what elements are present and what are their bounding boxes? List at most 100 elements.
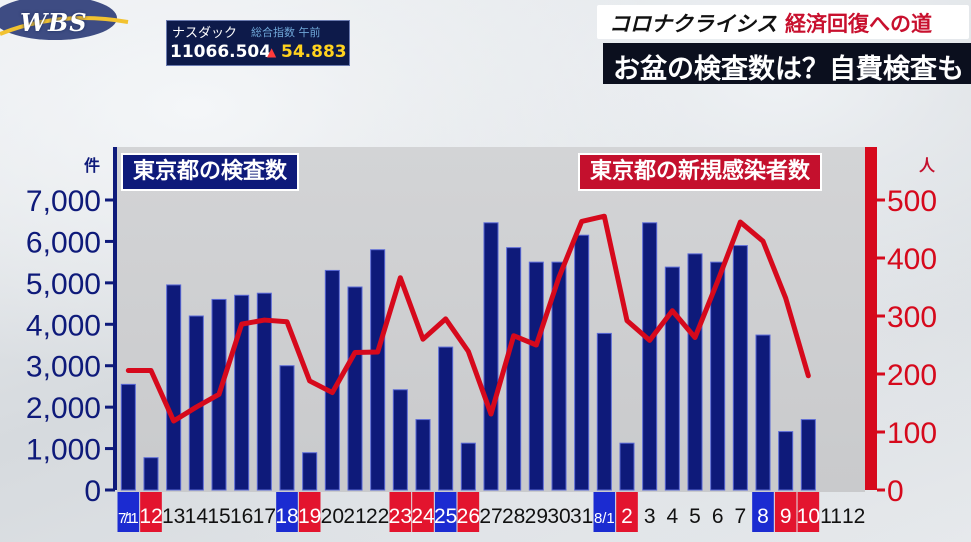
right-axis-unit: 人 (919, 156, 936, 175)
bar (574, 234, 590, 491)
x-tick-label: 23 (389, 505, 412, 528)
left-tick-mark (105, 198, 115, 202)
bar (256, 292, 272, 491)
x-tick-label: 4 (666, 505, 678, 528)
bar (710, 261, 726, 491)
headline-text: お盆の検査数は？自費検査も (613, 54, 964, 85)
line-point (330, 391, 334, 395)
bar (460, 442, 476, 491)
date-highlight (774, 492, 797, 532)
right-tick-label: 300 (887, 301, 937, 334)
line-point (693, 335, 697, 339)
bar (279, 365, 295, 491)
right-tick-label: 200 (887, 359, 937, 392)
left-tick-mark (105, 239, 115, 243)
line-point (149, 369, 153, 373)
line-point (353, 351, 357, 355)
line-point (557, 275, 561, 279)
left-tick-label: 7,000 (26, 185, 101, 218)
x-tick-label: 19 (298, 505, 321, 528)
new-cases-line (125, 213, 811, 424)
x-tick-label: 3 (644, 505, 656, 528)
x-tick-label: 29 (525, 505, 548, 528)
right-tick-label: 0 (887, 475, 904, 508)
bar (483, 222, 499, 491)
date-highlight (457, 492, 480, 532)
bar (506, 247, 522, 491)
right-tick-mark (877, 256, 885, 260)
line-point (512, 334, 516, 338)
x-tick-label: 28 (502, 505, 525, 528)
bar (687, 253, 703, 491)
x-tick-label: 5 (689, 505, 701, 528)
line-point (784, 296, 788, 300)
x-tick-label: 8 (757, 505, 769, 528)
line-point (761, 239, 765, 243)
logo-swoosh-icon (0, 0, 129, 40)
x-tick-label: 16 (230, 505, 253, 528)
bar (438, 346, 454, 491)
x-tick-label: 7 (734, 505, 746, 528)
ticker-change: 54.883 (281, 42, 347, 62)
bar (370, 249, 386, 491)
x-tick-label: 14 (185, 505, 209, 528)
date-highlight (298, 492, 321, 532)
series-title-part2: 経済回復への道 (785, 12, 932, 36)
line-point (398, 276, 402, 280)
line-point (376, 350, 380, 354)
line-point (489, 412, 493, 416)
bar (415, 419, 431, 491)
bar (800, 419, 816, 491)
line-point (308, 379, 312, 383)
x-tick-label: 31 (570, 505, 593, 528)
legend-tests: 東京都の検査数 (121, 153, 300, 191)
line-point (716, 279, 720, 283)
bar (642, 222, 658, 491)
bar (619, 442, 635, 491)
x-tick-label: 9 (780, 505, 792, 528)
right-tick-mark (877, 372, 885, 376)
x-tick-label: 30 (547, 505, 570, 528)
up-arrow-icon: ▲ (267, 45, 277, 59)
date-highlight (412, 492, 434, 532)
right-tick-label: 400 (887, 243, 937, 276)
left-tick-label: 3,000 (26, 351, 101, 384)
headline-caption: お盆の検査数は？自費検査も (603, 43, 971, 85)
series-title-part1: コロナクライシス (609, 12, 777, 36)
line-point (262, 318, 266, 322)
date-highlight (593, 492, 616, 532)
bar (551, 261, 567, 491)
stock-ticker: ナスダック 総合指数 午前 11066.504 ▲ 54.883 (166, 20, 350, 66)
date-highlight (276, 492, 298, 532)
bar (596, 332, 612, 491)
x-tick-label: 18 (275, 505, 298, 528)
bar (392, 389, 408, 491)
left-tick-label: 5,000 (26, 268, 101, 301)
series-title: コロナクライシス 経済回復への道 (597, 5, 969, 39)
x-tick-label: 11 (820, 505, 842, 528)
right-tick-label: 100 (887, 417, 937, 450)
bar (732, 245, 748, 491)
x-tick-label: 12 (139, 505, 162, 528)
left-axis-unit: 件 (84, 156, 101, 175)
right-axis-line (865, 147, 877, 490)
x-tick-label: 20 (321, 505, 344, 528)
ticker-value: 11066.504 (170, 42, 272, 62)
x-tick-label: 27 (479, 505, 502, 528)
line-point (217, 392, 221, 396)
left-axis-line (113, 147, 117, 490)
line-point (444, 317, 448, 321)
broadcaster-logo: WBS (0, 0, 130, 48)
x-tick-label: 6 (712, 505, 724, 528)
date-highlight (434, 492, 457, 532)
line-point (285, 320, 289, 324)
date-highlight (797, 492, 820, 532)
line-point (738, 220, 742, 224)
x-tick-label: 2 (621, 505, 633, 528)
left-tick-label: 0 (84, 475, 101, 508)
line-point (466, 349, 470, 353)
x-tick-label: 21 (343, 505, 366, 528)
x-tick-label: 7/11 (118, 510, 139, 527)
line-point (194, 405, 198, 409)
